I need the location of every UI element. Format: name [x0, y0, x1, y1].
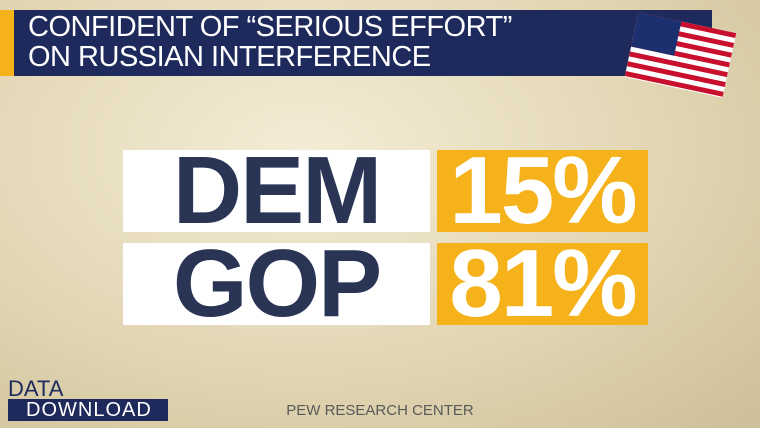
title-line: CONFIDENT OF “SERIOUS EFFORT”: [28, 11, 512, 43]
title-line: ON RUSSIAN INTERFERENCE: [28, 41, 431, 73]
logo-line: DATA_: [8, 376, 76, 401]
row-label: DEM: [123, 137, 430, 244]
row-label: GOP: [123, 230, 430, 337]
source: PEW RESEARCH CENTER: [286, 402, 474, 419]
title-bar: [0, 10, 712, 76]
flag: [624, 12, 737, 98]
logo-line: DOWNLOAD: [8, 399, 168, 421]
row-value: 81%: [437, 230, 648, 337]
row-value: 15%: [437, 137, 648, 244]
accent-strip: [0, 10, 14, 76]
